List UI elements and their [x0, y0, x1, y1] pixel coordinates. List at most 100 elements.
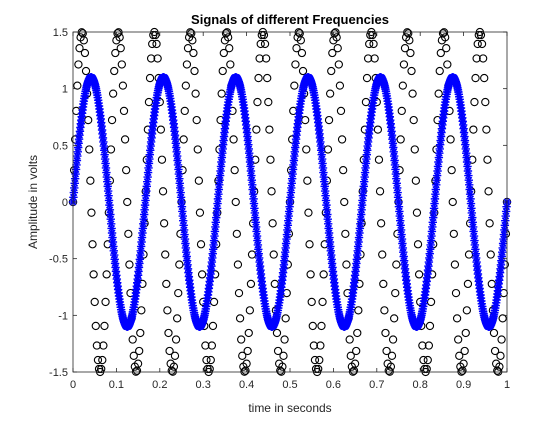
data-point [362, 73, 372, 83]
data-point [285, 202, 294, 211]
data-point [451, 288, 461, 298]
data-point [370, 54, 379, 63]
data-point [353, 250, 362, 260]
data-point [230, 165, 239, 175]
data-point [471, 245, 480, 254]
data-point [319, 172, 329, 182]
data-point [327, 250, 336, 260]
data-point [462, 153, 471, 162]
data-point [111, 48, 120, 58]
data-point [107, 224, 116, 233]
data-point [106, 145, 116, 154]
data-point [89, 270, 98, 279]
data-point [465, 185, 474, 194]
x-tick-label: 0.9 [456, 379, 471, 391]
data-point [286, 188, 296, 197]
data-point [180, 230, 189, 239]
data-point [246, 166, 256, 176]
data-point [169, 362, 179, 371]
data-point [137, 237, 146, 247]
data-point [290, 151, 299, 161]
data-point [251, 222, 261, 232]
data-point [124, 229, 133, 239]
data-point [263, 73, 272, 83]
data-point [359, 182, 368, 191]
data-point [393, 188, 402, 197]
data-point [193, 145, 202, 154]
data-point [429, 213, 438, 222]
data-point [345, 335, 354, 344]
data-point [210, 231, 219, 241]
data-point [145, 73, 155, 83]
y-tick-label: 0.5 [53, 140, 68, 152]
data-point [360, 168, 370, 177]
data-point [449, 229, 458, 239]
data-point [137, 233, 147, 242]
data-point [486, 250, 495, 259]
data-point [70, 183, 79, 193]
data-point [72, 156, 82, 165]
data-point [211, 218, 220, 227]
data-point [135, 346, 144, 356]
data-point [438, 29, 448, 38]
data-point [135, 255, 145, 264]
data-point [374, 155, 384, 164]
data-point [501, 216, 510, 225]
data-point [455, 351, 464, 360]
y-tick-label: -0.5 [49, 254, 68, 266]
data-point [433, 166, 442, 176]
data-point [178, 211, 188, 221]
data-point [376, 219, 386, 228]
y-axis-label: Amplitude in volts [26, 155, 40, 249]
data-point [165, 346, 174, 356]
data-point [162, 279, 171, 289]
data-point [391, 169, 401, 179]
data-point [156, 125, 166, 134]
data-point [170, 351, 180, 360]
data-point [231, 197, 240, 207]
data-point [72, 160, 81, 170]
data-point [217, 157, 226, 167]
data-point [73, 151, 82, 161]
data-point [88, 240, 97, 249]
data-point [173, 156, 182, 165]
data-point [430, 199, 439, 208]
data-point [318, 297, 327, 307]
data-point [153, 54, 162, 63]
data-point [298, 66, 308, 76]
data-point [106, 210, 115, 219]
data-point [309, 341, 319, 350]
data-point [285, 197, 295, 207]
data-point [144, 159, 154, 168]
x-tick-label: 0.4 [239, 379, 254, 391]
data-point [400, 44, 410, 53]
data-point [422, 364, 431, 374]
data-point [102, 172, 112, 182]
data-point [261, 54, 271, 63]
data-point [224, 33, 233, 42]
data-point [244, 140, 253, 149]
data-point [478, 54, 488, 63]
data-point [174, 165, 183, 174]
data-point [464, 175, 474, 185]
data-point [181, 239, 190, 248]
data-point [141, 196, 150, 205]
data-point [287, 179, 296, 188]
data-point [356, 219, 365, 229]
data-point [392, 174, 401, 183]
data-point [138, 228, 147, 238]
data-point [179, 221, 188, 230]
data-point [448, 197, 457, 207]
data-point [288, 169, 297, 179]
data-point [119, 106, 129, 116]
data-point [296, 36, 305, 45]
data-point [238, 351, 247, 360]
data-point [284, 207, 294, 216]
data-point [388, 335, 398, 344]
data-point [167, 366, 176, 375]
data-point [358, 191, 368, 200]
data-point [469, 231, 479, 241]
data-point [434, 89, 443, 98]
data-point [362, 154, 371, 164]
data-point [476, 30, 486, 40]
